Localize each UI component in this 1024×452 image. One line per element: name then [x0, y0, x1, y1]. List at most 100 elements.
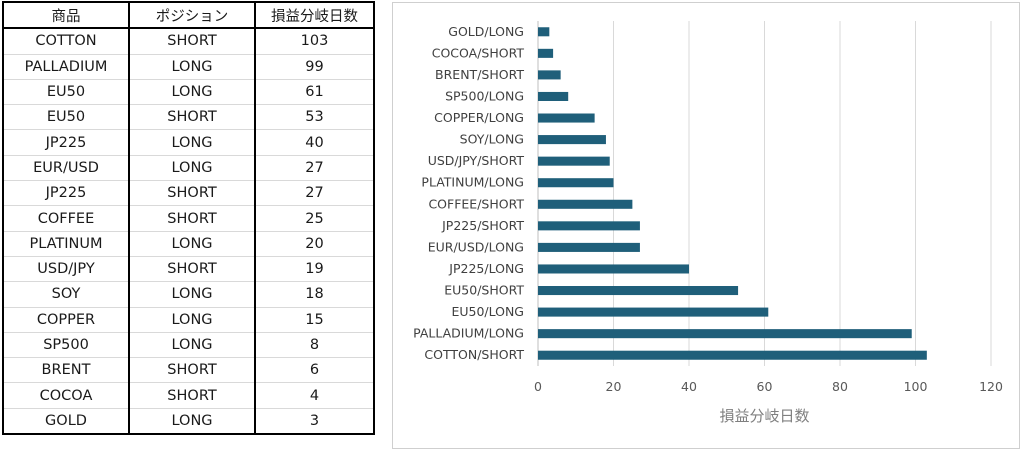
cell-commodity: USD/JPY: [2, 256, 130, 283]
cell-position: LONG: [128, 79, 256, 106]
cell-breakeven-days: 19: [254, 256, 375, 283]
bar: [538, 350, 927, 360]
category-label: EU50/LONG: [451, 304, 524, 319]
table-row: EU50 LONG 61: [2, 79, 375, 106]
table-body: COTTON SHORT 103 PALLADIUM LONG 99 EU50 LONG 61 E…: [2, 28, 375, 436]
bar: [538, 113, 595, 123]
category-label: EU50/SHORT: [444, 283, 524, 298]
cell-breakeven-days: 3: [254, 408, 375, 436]
cell-position: SHORT: [128, 205, 256, 232]
cell-commodity: PALLADIUM: [2, 54, 130, 80]
category-label: PALLADIUM/LONG: [413, 326, 524, 341]
category-label: COTTON/SHORT: [424, 347, 524, 362]
breakeven-table: 商品 ポジション 損益分岐日数 COTTON SHORT 103 PALLADIUM L…: [2, 0, 375, 436]
x-tick-label: 0: [534, 379, 542, 394]
bar: [538, 221, 640, 231]
x-tick-label: 40: [681, 379, 697, 394]
bar: [538, 27, 550, 37]
cell-breakeven-days: 61: [254, 79, 375, 106]
cell-commodity: SP500: [2, 332, 130, 359]
cell-commodity: BRENT: [2, 357, 130, 384]
category-label: GOLD/LONG: [448, 24, 524, 39]
cell-breakeven-days: 6: [254, 357, 375, 384]
table-row: SOY LONG 18: [2, 281, 375, 308]
cell-position: SHORT: [128, 256, 256, 283]
header-position: ポジション: [128, 0, 256, 30]
cell-position: LONG: [128, 231, 256, 257]
cell-breakeven-days: 27: [254, 180, 375, 207]
table-row: GOLD LONG 3: [2, 408, 375, 436]
x-tick-label: 20: [606, 379, 622, 394]
cell-position: SHORT: [128, 382, 256, 409]
cell-commodity: COCOA: [2, 382, 130, 409]
bar: [538, 156, 610, 166]
cell-position: LONG: [128, 54, 256, 80]
bar: [538, 48, 554, 58]
category-label: PLATINUM/LONG: [421, 175, 524, 190]
cell-position: LONG: [128, 332, 256, 359]
cell-position: LONG: [128, 129, 256, 156]
table-row: COPPER LONG 15: [2, 307, 375, 333]
bar: [538, 91, 569, 101]
chart-container: COTTON/SHORT PALLADIUM/LONG EU50/LONG EU50/…: [392, 2, 1020, 449]
bar: [538, 135, 606, 145]
cell-commodity: PLATINUM: [2, 231, 130, 257]
cell-breakeven-days: 53: [254, 104, 375, 131]
category-label: EUR/USD/LONG: [428, 239, 524, 254]
table-row: BRENT SHORT 6: [2, 357, 375, 384]
x-tick-label: 80: [832, 379, 848, 394]
cell-position: LONG: [128, 307, 256, 333]
table-row: JP225 LONG 40: [2, 129, 375, 156]
category-label: SOY/LONG: [460, 132, 524, 147]
cell-commodity: SOY: [2, 281, 130, 308]
cell-commodity: COFFEE: [2, 205, 130, 232]
cell-commodity: EUR/USD: [2, 155, 130, 182]
x-tick-label: 60: [757, 379, 773, 394]
cell-commodity: COTTON: [2, 28, 130, 55]
bar: [538, 264, 689, 274]
table-row: EUR/USD LONG 27: [2, 155, 375, 182]
category-label: JP225/LONG: [448, 261, 524, 276]
cell-breakeven-days: 8: [254, 332, 375, 359]
cell-commodity: JP225: [2, 180, 130, 207]
cell-breakeven-days: 40: [254, 129, 375, 156]
category-label: USD/JPY/SHORT: [428, 153, 525, 168]
breakeven-bar-chart: COTTON/SHORT PALLADIUM/LONG EU50/LONG EU50/…: [413, 21, 1003, 425]
cell-position: SHORT: [128, 104, 256, 131]
cell-position: SHORT: [128, 180, 256, 207]
cell-breakeven-days: 4: [254, 382, 375, 409]
category-label: COCOA/SHORT: [432, 45, 525, 60]
bar: [538, 199, 633, 209]
table-header-row: 商品 ポジション 損益分岐日数: [2, 0, 375, 30]
table-row: COTTON SHORT 103: [2, 28, 375, 55]
cell-commodity: JP225: [2, 129, 130, 156]
cell-commodity: EU50: [2, 104, 130, 131]
header-breakeven-days: 損益分岐日数: [254, 0, 375, 30]
category-label: JP225/SHORT: [441, 218, 524, 233]
cell-position: SHORT: [128, 357, 256, 384]
bar: [538, 307, 769, 317]
bar: [538, 242, 640, 252]
cell-commodity: COPPER: [2, 307, 130, 333]
x-axis-title: 損益分岐日数: [719, 407, 809, 425]
breakeven-table-container: 商品 ポジション 損益分岐日数 COTTON SHORT 103 PALLADIUM L…: [2, 0, 375, 451]
table-row: PLATINUM LONG 20: [2, 231, 375, 257]
cell-commodity: EU50: [2, 79, 130, 106]
bar: [538, 286, 739, 296]
x-tick-label: 120: [979, 379, 1003, 394]
category-label: BRENT/SHORT: [435, 67, 524, 82]
category-label: SP500/LONG: [445, 88, 524, 103]
x-tick-label: 100: [904, 379, 928, 394]
category-label: COPPER/LONG: [434, 110, 524, 125]
cell-breakeven-days: 18: [254, 281, 375, 308]
cell-breakeven-days: 20: [254, 231, 375, 257]
cell-breakeven-days: 103: [254, 28, 375, 55]
bar: [538, 329, 912, 339]
cell-breakeven-days: 15: [254, 307, 375, 333]
cell-position: LONG: [128, 281, 256, 308]
cell-commodity: GOLD: [2, 408, 130, 436]
cell-position: LONG: [128, 408, 256, 436]
table-row: USD/JPY SHORT 19: [2, 256, 375, 283]
category-label: COFFEE/SHORT: [428, 196, 524, 211]
cell-breakeven-days: 27: [254, 155, 375, 182]
